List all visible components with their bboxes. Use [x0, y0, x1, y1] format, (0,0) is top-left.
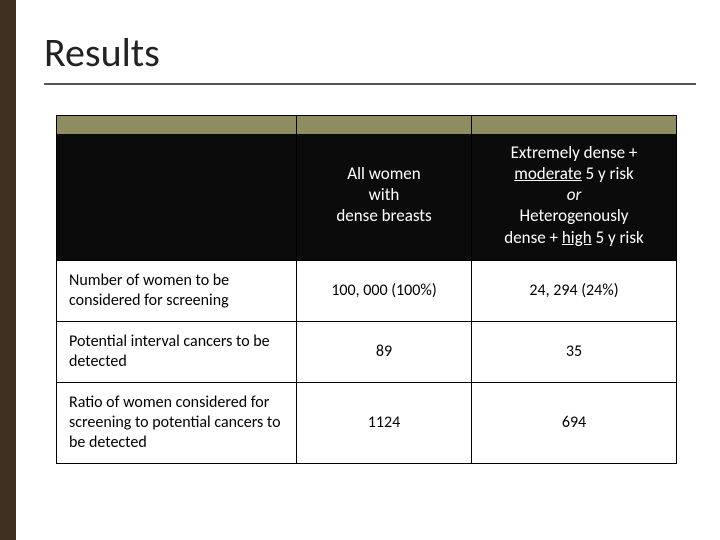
page-title: Results: [44, 28, 696, 77]
table-row: Potential interval cancers to be detecte…: [57, 321, 677, 382]
cell-value: 694: [472, 382, 677, 463]
col-header-risk-groups: Extremely dense + moderate 5 y risk or H…: [472, 134, 677, 261]
cell-value: 35: [472, 321, 677, 382]
accent-bar: [0, 0, 16, 540]
cell-value: 100, 000 (100%): [297, 260, 472, 321]
table-row: Ratio of women considered for screening …: [57, 382, 677, 463]
col-header-underline: moderate: [514, 163, 581, 184]
col-header-line: 5 y risk: [592, 227, 644, 248]
col-header-line: 5 y risk: [582, 163, 634, 184]
col-header-line: dense +: [504, 227, 562, 248]
col-header-line: All women: [347, 163, 420, 184]
table-header-row: All women with dense breasts Extremely d…: [57, 134, 677, 261]
col-header-empty: [57, 134, 297, 261]
row-label: Ratio of women considered for screening …: [57, 382, 297, 463]
results-table: All women with dense breasts Extremely d…: [56, 115, 677, 464]
title-rule: [44, 83, 696, 85]
table-header-band: [57, 116, 677, 134]
slide-body: Results All women with dense breasts Ext…: [16, 0, 720, 540]
col-header-line: dense breasts: [336, 205, 431, 226]
cell-value: 1124: [297, 382, 472, 463]
row-label: Potential interval cancers to be detecte…: [57, 321, 297, 382]
table-row: Number of women to be considered for scr…: [57, 260, 677, 321]
col-header-or: or: [567, 184, 582, 205]
cell-value: 24, 294 (24%): [472, 260, 677, 321]
cell-value: 89: [297, 321, 472, 382]
col-header-line: with: [369, 184, 400, 205]
row-label: Number of women to be considered for scr…: [57, 260, 297, 321]
col-header-all-women: All women with dense breasts: [297, 134, 472, 261]
col-header-line: Extremely dense +: [511, 142, 638, 163]
col-header-underline: high: [562, 227, 592, 248]
col-header-line: Heterogenously: [520, 205, 629, 226]
